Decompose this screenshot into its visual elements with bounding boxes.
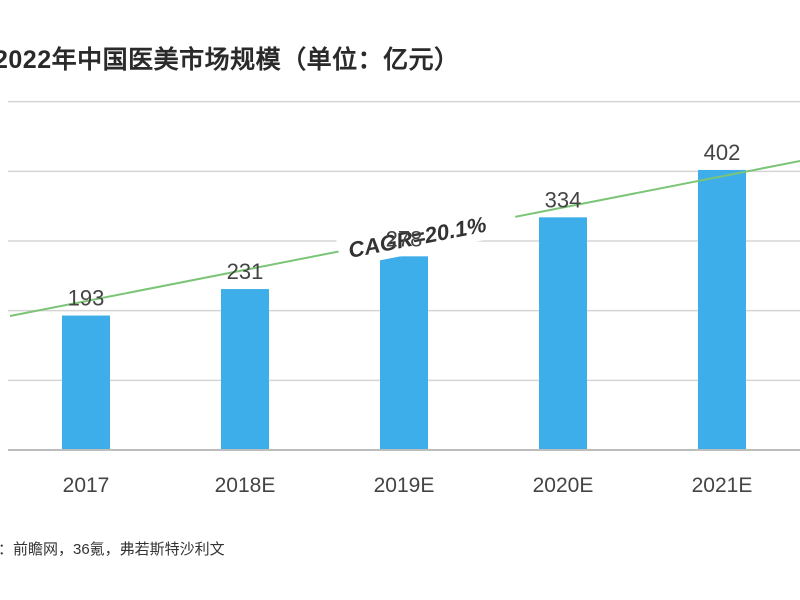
bar-value-label: 334 [545, 187, 582, 212]
bar-2020E [539, 217, 587, 450]
source-note: ：前瞻网，36氪，弗若斯特沙利文 [0, 541, 225, 558]
bar-value-label: 231 [227, 259, 264, 284]
x-tick-label: 2021E [692, 474, 753, 497]
bar-2017 [62, 315, 110, 450]
bar-2021E [698, 169, 746, 450]
bars [62, 169, 746, 450]
chart-title: 2022年中国医美市场规模（单位：亿元） [0, 46, 460, 74]
cagr-label-background [335, 200, 519, 268]
bar-value-label: 402 [704, 140, 741, 165]
bar-2018E [221, 289, 269, 450]
labels: 193 2017 231 2018E 278 2019E 334 2020E 402 2021E [63, 140, 753, 497]
bar-value-label: 193 [68, 286, 105, 311]
x-tick-label: 2019E [374, 474, 435, 497]
x-tick-label: 2018E [215, 474, 276, 497]
bar-2019E [380, 256, 428, 450]
x-tick-label: 2017 [63, 474, 110, 497]
bar-value-label: 278 [386, 226, 423, 251]
x-tick-label: 2020E [533, 474, 594, 497]
